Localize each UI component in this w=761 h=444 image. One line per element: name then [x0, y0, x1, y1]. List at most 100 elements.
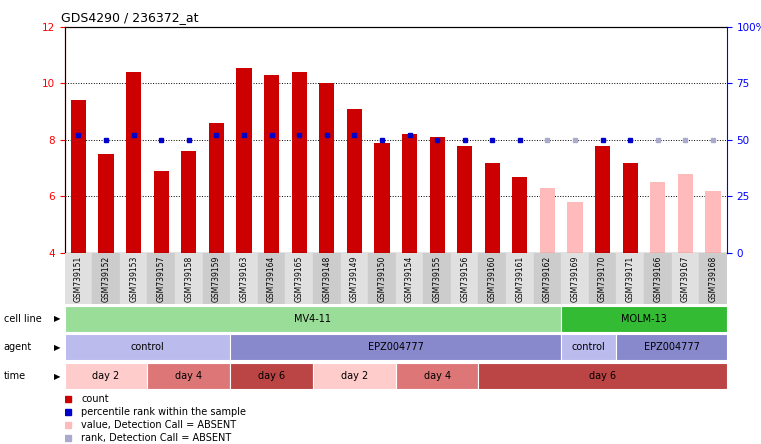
Text: GSM739161: GSM739161 — [515, 256, 524, 302]
Bar — [264, 75, 279, 253]
Text: EPZ004777: EPZ004777 — [644, 342, 699, 353]
Bar — [561, 305, 727, 332]
Bar — [622, 163, 638, 253]
Bar — [313, 363, 396, 389]
Text: day 4: day 4 — [424, 371, 451, 381]
Bar — [65, 363, 148, 389]
Bar — [396, 363, 479, 389]
Text: ▶: ▶ — [54, 372, 61, 381]
Text: GSM739171: GSM739171 — [626, 256, 635, 302]
Bar — [568, 202, 583, 253]
Bar — [285, 253, 313, 304]
Bar — [92, 253, 120, 304]
Bar — [230, 253, 258, 304]
Text: GSM739166: GSM739166 — [653, 256, 662, 302]
Bar — [258, 253, 285, 304]
Bar — [154, 171, 169, 253]
Bar — [319, 83, 334, 253]
Text: day 6: day 6 — [258, 371, 285, 381]
Bar — [230, 334, 561, 361]
Text: GSM739154: GSM739154 — [405, 256, 414, 302]
Text: GSM739149: GSM739149 — [350, 256, 359, 302]
Bar — [561, 253, 589, 304]
Bar — [98, 154, 113, 253]
Bar — [429, 137, 444, 253]
Bar — [650, 182, 665, 253]
Bar — [313, 253, 340, 304]
Text: GSM739163: GSM739163 — [240, 256, 249, 302]
Text: GSM739169: GSM739169 — [571, 256, 580, 302]
Text: ▶: ▶ — [54, 314, 61, 323]
Bar — [533, 253, 561, 304]
Text: GSM739148: GSM739148 — [322, 256, 331, 302]
Bar — [374, 143, 390, 253]
Text: GSM739158: GSM739158 — [184, 256, 193, 302]
Bar — [65, 334, 230, 361]
Text: GSM739167: GSM739167 — [681, 256, 690, 302]
Text: EPZ004777: EPZ004777 — [368, 342, 424, 353]
Bar — [595, 146, 610, 253]
Bar — [209, 123, 224, 253]
Text: ▶: ▶ — [54, 343, 61, 352]
Text: cell line: cell line — [4, 313, 42, 324]
Bar — [65, 305, 561, 332]
Bar — [671, 253, 699, 304]
Text: GSM739170: GSM739170 — [598, 256, 607, 302]
Text: GSM739155: GSM739155 — [432, 256, 441, 302]
Bar — [457, 146, 473, 253]
Bar — [699, 253, 727, 304]
Bar — [512, 177, 527, 253]
Text: GSM739160: GSM739160 — [488, 256, 497, 302]
Text: value, Detection Call = ABSENT: value, Detection Call = ABSENT — [81, 420, 237, 430]
Text: day 2: day 2 — [341, 371, 368, 381]
Bar — [71, 100, 86, 253]
Bar — [368, 253, 396, 304]
Bar — [120, 253, 148, 304]
Text: GSM739164: GSM739164 — [267, 256, 276, 302]
Text: agent: agent — [4, 342, 32, 353]
Bar — [230, 363, 313, 389]
Bar — [202, 253, 230, 304]
Bar — [616, 253, 644, 304]
Text: GSM739165: GSM739165 — [295, 256, 304, 302]
Bar — [148, 363, 230, 389]
Text: MV4-11: MV4-11 — [295, 313, 332, 324]
Bar — [396, 253, 423, 304]
Text: GSM739151: GSM739151 — [74, 256, 83, 302]
Text: GSM739152: GSM739152 — [101, 256, 110, 302]
Text: percentile rank within the sample: percentile rank within the sample — [81, 407, 247, 416]
Bar — [644, 253, 671, 304]
Text: GSM739157: GSM739157 — [157, 256, 166, 302]
Bar — [479, 363, 727, 389]
Text: time: time — [4, 371, 26, 381]
Bar — [402, 134, 417, 253]
Text: GSM739159: GSM739159 — [212, 256, 221, 302]
Bar — [423, 253, 451, 304]
Bar — [485, 163, 500, 253]
Text: GSM739156: GSM739156 — [460, 256, 470, 302]
Text: GSM739153: GSM739153 — [129, 256, 139, 302]
Text: control: control — [572, 342, 606, 353]
Bar — [148, 253, 175, 304]
Bar — [616, 334, 727, 361]
Text: count: count — [81, 394, 109, 404]
Bar — [451, 253, 479, 304]
Bar — [347, 109, 362, 253]
Text: GDS4290 / 236372_at: GDS4290 / 236372_at — [62, 11, 199, 24]
Bar — [561, 334, 616, 361]
Bar — [678, 174, 693, 253]
Text: day 4: day 4 — [175, 371, 202, 381]
Bar — [175, 253, 202, 304]
Bar — [479, 253, 506, 304]
Bar — [181, 151, 196, 253]
Text: GSM739162: GSM739162 — [543, 256, 552, 302]
Bar — [341, 253, 368, 304]
Text: rank, Detection Call = ABSENT: rank, Detection Call = ABSENT — [81, 432, 231, 443]
Text: day 6: day 6 — [589, 371, 616, 381]
Text: day 2: day 2 — [92, 371, 119, 381]
Bar — [291, 72, 307, 253]
Bar — [126, 72, 142, 253]
Text: MOLM-13: MOLM-13 — [621, 313, 667, 324]
Bar — [65, 253, 92, 304]
Text: GSM739168: GSM739168 — [708, 256, 718, 302]
